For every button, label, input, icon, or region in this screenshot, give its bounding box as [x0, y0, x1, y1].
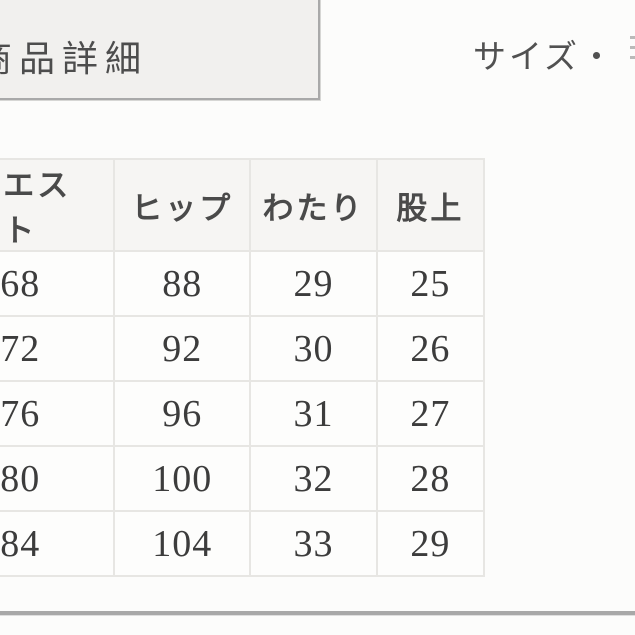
cell-rise: 27 — [375, 380, 486, 447]
cell-hip: 104 — [113, 510, 252, 577]
cell-hip: 96 — [113, 380, 252, 447]
table-row: 68 88 29 25 — [0, 250, 486, 317]
cell-thigh: 30 — [249, 315, 378, 382]
cell-rise: 28 — [375, 445, 486, 512]
cell-thigh: 33 — [249, 510, 378, 577]
tab-product-detail-label: 商品詳細 — [0, 38, 149, 79]
cell-rise: 29 — [375, 510, 486, 577]
header-cell-rise: 股上 — [375, 158, 486, 252]
cell-hip: 100 — [113, 445, 252, 512]
cell-waist: 72 — [0, 315, 116, 382]
tab-product-detail[interactable]: 商品詳細 — [0, 0, 320, 100]
cell-waist: 68 — [0, 250, 116, 317]
cell-thigh: 31 — [249, 380, 378, 447]
cell-thigh: 29 — [249, 250, 378, 317]
table-row: 84 104 33 29 — [0, 510, 486, 577]
tab-size-material[interactable]: サイズ・ — [473, 30, 617, 75]
cell-rise: 25 — [375, 250, 486, 317]
clipped-text-fragment — [630, 36, 635, 62]
cell-rise: 26 — [375, 315, 486, 382]
size-chart-table: ウエスト ヒップ わたり 股上 68 88 29 25 72 92 30 26 — [0, 158, 486, 577]
section-divider — [0, 611, 635, 615]
table-row: 76 96 31 27 — [0, 380, 486, 447]
cell-thigh: 32 — [249, 445, 378, 512]
table-header-row: ウエスト ヒップ わたり 股上 — [0, 158, 486, 252]
table-row: 72 92 30 26 — [0, 315, 486, 382]
cell-waist: 84 — [0, 510, 116, 577]
cell-hip: 92 — [113, 315, 252, 382]
cell-waist: 80 — [0, 445, 116, 512]
header-cell-hip: ヒップ — [113, 158, 252, 252]
tab-size-label: サイズ・ — [473, 38, 617, 75]
table-row: 80 100 32 28 — [0, 445, 486, 512]
cell-waist: 76 — [0, 380, 116, 447]
header-cell-thigh: わたり — [249, 158, 378, 252]
cell-hip: 88 — [113, 250, 252, 317]
header-cell-waist: ウエスト — [0, 158, 116, 252]
